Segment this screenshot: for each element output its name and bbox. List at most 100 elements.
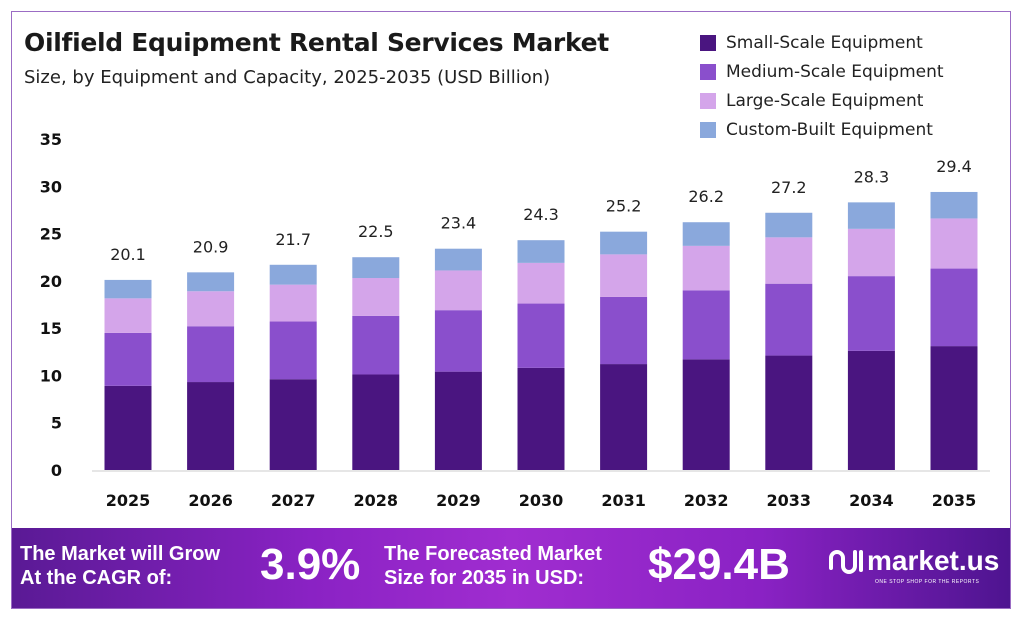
bar-segment-small-scale-equipment2028 bbox=[352, 374, 400, 470]
total-data-label: 20.1 bbox=[110, 245, 146, 264]
bar-segment-medium-scale-equipment2028 bbox=[352, 315, 400, 375]
x-tick-label: 2029 bbox=[436, 491, 481, 510]
total-data-label: 23.4 bbox=[441, 214, 477, 233]
bar-segment-large-scale-equipment2031 bbox=[600, 254, 648, 297]
bar-segment-medium-scale-equipment2032 bbox=[682, 290, 730, 360]
legend-label: Custom-Built Equipment bbox=[726, 119, 933, 140]
forecast-label-line: Size for 2035 in USD: bbox=[384, 567, 585, 589]
bar-segment-custom-built-equipment2031 bbox=[600, 231, 648, 255]
y-tick-label: 35 bbox=[40, 130, 62, 149]
bar-segment-small-scale-equipment2026 bbox=[187, 382, 235, 470]
x-tick-label: 2025 bbox=[106, 491, 151, 510]
bar-segment-large-scale-equipment2035 bbox=[930, 218, 978, 269]
bar-segment-custom-built-equipment2028 bbox=[352, 257, 400, 279]
bar-segment-large-scale-equipment2032 bbox=[682, 245, 730, 291]
bar-segment-small-scale-equipment2025 bbox=[104, 385, 152, 470]
x-tick-label: 2028 bbox=[354, 491, 399, 510]
bar-segment-small-scale-equipment2035 bbox=[930, 346, 978, 470]
total-data-label: 20.9 bbox=[193, 237, 229, 256]
bar-segment-large-scale-equipment2025 bbox=[104, 298, 152, 333]
legend-item: Large-Scale Equipment bbox=[700, 86, 944, 115]
logo-name: market.us bbox=[867, 545, 1000, 576]
bar-segment-medium-scale-equipment2035 bbox=[930, 268, 978, 347]
bar-segment-custom-built-equipment2030 bbox=[517, 240, 565, 263]
bar-segment-large-scale-equipment2030 bbox=[517, 262, 565, 304]
legend-swatch bbox=[700, 92, 716, 109]
forecast-value: $29.4B bbox=[648, 540, 790, 589]
chart-frame bbox=[11, 11, 1011, 609]
bar-segment-small-scale-equipment2031 bbox=[600, 364, 648, 470]
y-tick-label: 20 bbox=[40, 272, 62, 291]
chart-subtitle: Size, by Equipment and Capacity, 2025-20… bbox=[24, 67, 551, 88]
bar-segment-medium-scale-equipment2029 bbox=[434, 310, 482, 372]
bar-segment-small-scale-equipment2032 bbox=[682, 359, 730, 470]
bar-segment-medium-scale-equipment2026 bbox=[187, 326, 235, 383]
total-data-label: 28.3 bbox=[854, 167, 890, 186]
bar-segment-large-scale-equipment2027 bbox=[269, 284, 317, 322]
summary-banner: The Market will Grow At the CAGR of: 3.9… bbox=[12, 528, 1010, 608]
bar-segment-custom-built-equipment2034 bbox=[847, 202, 895, 229]
x-tick-label: 2031 bbox=[601, 491, 646, 510]
bar-segment-large-scale-equipment2034 bbox=[847, 228, 895, 277]
bar-segment-custom-built-equipment2032 bbox=[682, 222, 730, 246]
x-tick-label: 2033 bbox=[767, 491, 812, 510]
bar-segment-medium-scale-equipment2025 bbox=[104, 332, 152, 386]
bar-segment-custom-built-equipment2026 bbox=[187, 272, 235, 292]
y-tick-label: 5 bbox=[51, 414, 62, 433]
legend-item: Medium-Scale Equipment bbox=[700, 57, 944, 86]
total-data-label: 25.2 bbox=[606, 197, 642, 216]
forecast-label-line: The Forecasted Market bbox=[384, 543, 602, 565]
bar-segment-custom-built-equipment2027 bbox=[269, 264, 317, 285]
bar-segment-medium-scale-equipment2027 bbox=[269, 321, 317, 380]
forecast-label: The Forecasted Market Size for 2035 in U… bbox=[384, 542, 602, 590]
bar-segment-small-scale-equipment2033 bbox=[765, 355, 813, 470]
bar-segment-medium-scale-equipment2030 bbox=[517, 303, 565, 368]
bar-segment-medium-scale-equipment2034 bbox=[847, 276, 895, 351]
logo-mark-icon bbox=[829, 550, 863, 574]
bar-segment-small-scale-equipment2034 bbox=[847, 350, 895, 470]
total-data-label: 21.7 bbox=[275, 230, 311, 249]
y-tick-label: 25 bbox=[40, 225, 62, 244]
x-tick-label: 2032 bbox=[684, 491, 729, 510]
cagr-label-line: The Market will Grow bbox=[20, 543, 221, 565]
bar-segment-small-scale-equipment2029 bbox=[434, 371, 482, 470]
bar-segment-medium-scale-equipment2033 bbox=[765, 283, 813, 356]
cagr-label: The Market will Grow At the CAGR of: bbox=[20, 542, 220, 590]
legend-swatch bbox=[700, 121, 716, 138]
bar-segment-custom-built-equipment2033 bbox=[765, 212, 813, 238]
total-data-label: 26.2 bbox=[688, 187, 724, 206]
legend-label: Small-Scale Equipment bbox=[726, 32, 923, 53]
market-us-logo: market.us ONE STOP SHOP FOR THE REPORTS bbox=[827, 545, 1000, 585]
legend-item: Custom-Built Equipment bbox=[700, 115, 944, 144]
bar-segment-large-scale-equipment2028 bbox=[352, 278, 400, 316]
bar-segment-custom-built-equipment2029 bbox=[434, 248, 482, 271]
y-tick-label: 30 bbox=[40, 177, 62, 196]
y-tick-label: 15 bbox=[40, 319, 62, 338]
bar-segment-custom-built-equipment2025 bbox=[104, 279, 152, 299]
legend: Small-Scale Equipment Medium-Scale Equip… bbox=[700, 28, 944, 144]
y-tick-label: 0 bbox=[51, 461, 62, 480]
total-data-label: 29.4 bbox=[936, 157, 972, 176]
legend-item: Small-Scale Equipment bbox=[700, 28, 944, 57]
bar-segment-small-scale-equipment2027 bbox=[269, 379, 317, 470]
cagr-value: 3.9% bbox=[260, 540, 361, 589]
chart-title: Oilfield Equipment Rental Services Marke… bbox=[24, 28, 609, 57]
stacked-bar-chart: 0510152025303520.1202520.9202621.7202722… bbox=[40, 130, 990, 510]
legend-swatch bbox=[700, 34, 716, 51]
y-tick-label: 10 bbox=[40, 366, 62, 385]
x-tick-label: 2030 bbox=[519, 491, 564, 510]
bar-segment-medium-scale-equipment2031 bbox=[600, 296, 648, 365]
total-data-label: 24.3 bbox=[523, 205, 559, 224]
x-tick-label: 2035 bbox=[932, 491, 977, 510]
x-tick-label: 2034 bbox=[849, 491, 894, 510]
bar-segment-large-scale-equipment2029 bbox=[434, 270, 482, 311]
x-tick-label: 2027 bbox=[271, 491, 316, 510]
bar-segment-custom-built-equipment2035 bbox=[930, 191, 978, 219]
legend-label: Large-Scale Equipment bbox=[726, 90, 924, 111]
total-data-label: 27.2 bbox=[771, 178, 807, 197]
x-tick-label: 2026 bbox=[188, 491, 233, 510]
logo-tagline: ONE STOP SHOP FOR THE REPORTS bbox=[875, 579, 980, 585]
bar-segment-small-scale-equipment2030 bbox=[517, 367, 565, 470]
legend-swatch bbox=[700, 63, 716, 80]
legend-label: Medium-Scale Equipment bbox=[726, 61, 944, 82]
